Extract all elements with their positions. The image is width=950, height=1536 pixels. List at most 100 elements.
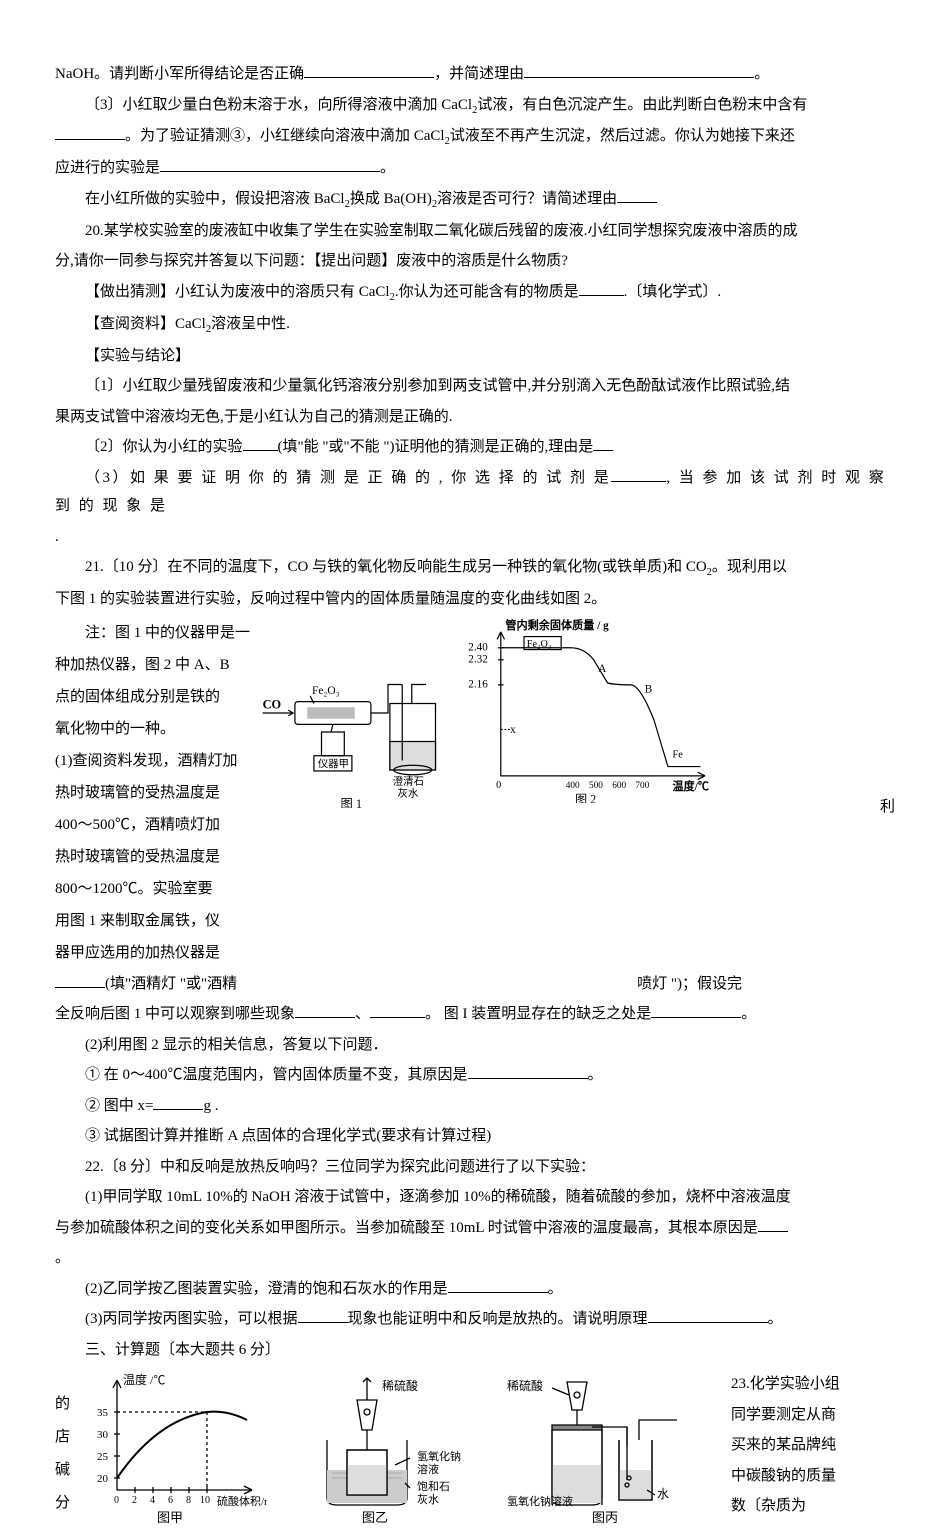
blank[interactable] <box>448 1276 548 1293</box>
t: 喷灯 ")；假设完 <box>637 976 742 992</box>
blank[interactable] <box>468 1063 588 1080</box>
xtick: 8 <box>186 1495 191 1506</box>
blank[interactable] <box>298 1307 348 1324</box>
t: (1)甲同学取 10mL 10%的 NaOH 溶液于试管中，逐滴参加 10%的稀… <box>85 1189 791 1205</box>
q21c: (填"酒精灯 "或"酒精 喷灯 ")；假设完 <box>55 970 895 999</box>
blank[interactable] <box>295 1002 355 1019</box>
t: 种加热仪器，图 2 中 A、B <box>55 657 230 673</box>
blank[interactable] <box>579 279 624 296</box>
svg-text:溶液: 溶液 <box>417 1462 439 1476</box>
t: 。 <box>754 66 769 82</box>
xtick: 2 <box>132 1495 137 1506</box>
t: 注：图 1 中的仪器甲是一 <box>85 625 250 641</box>
figure-1-apparatus: CO Fe₂O₃ 仪器甲 澄清石 灰水 图 1 <box>255 618 445 808</box>
t: 。现利用以 <box>712 559 787 575</box>
t: 。 <box>548 1281 563 1297</box>
q20h: 〔2〕你认为小红的实验(填"能 "或"不能 ")证明他的猜测是正确的,理由是 <box>55 433 895 462</box>
q20i: （3）如 果 要 证 明 你 的 猜 测 是 正 确 的 , 你 选 择 的 试… <box>55 464 895 521</box>
t: (2)利用图 2 显示的相关信息，答复以下问题． <box>85 1037 388 1053</box>
t: 中碳酸钠的质量 <box>731 1468 836 1484</box>
xtick: 600 <box>612 781 626 791</box>
label: 水 <box>657 1487 669 1501</box>
t: 买来的某品牌纯 <box>731 1437 836 1453</box>
t: 20.某学校实验室的废液缸中收集了学生在实验室制取二氧化碳后残留的废液.小红同学… <box>85 223 798 239</box>
q20d: 【查阅资料】CaCl2溶液呈中性. <box>55 310 895 340</box>
t: 的 <box>55 1388 77 1421</box>
t: 〔3〕小红取少量白色粉末溶于水，向所得溶液中滴加 CaCl <box>85 97 472 113</box>
t: （3）如 果 要 证 明 你 的 猜 测 是 正 确 的 , 你 选 择 的 试… <box>85 470 611 486</box>
t: 在小红所做的实验中，假设把溶液 BaCl <box>85 191 345 207</box>
line-naoh: NaOH。请判断小军所得结论是否正确，并简述理由。 <box>55 60 895 89</box>
t: 数〔杂质为 <box>731 1498 806 1514</box>
heater-label: 仪器甲 <box>318 758 349 770</box>
t: 溶液呈中性. <box>211 316 290 332</box>
label: 氢氧化钠溶液 <box>507 1494 573 1508</box>
co-label: CO <box>263 697 282 711</box>
t: 。 <box>741 1006 756 1022</box>
svg-text:0: 0 <box>496 780 501 791</box>
t: 〔1〕小红取少量残留废液和少量氯化钙溶液分别参加到两支试管中,并分别滴入无色酚酞… <box>85 378 790 394</box>
q20b: 分,请你一同参与探究并答复以下问题：【提出问题】废液中的溶质是什么物质? <box>55 247 895 276</box>
q20g: 果两支试管中溶液均无色,于是小红认为自己的猜测是正确的. <box>55 403 895 432</box>
blank[interactable] <box>304 62 434 79</box>
xtick: 10 <box>200 1495 210 1506</box>
blank[interactable] <box>55 971 105 988</box>
line-3c: 应进行的实验是。 <box>55 154 895 183</box>
label: B <box>644 683 651 695</box>
label: 稀硫酸 <box>382 1378 418 1393</box>
xtick: 0 <box>114 1495 119 1506</box>
t: 与参加硫酸体积之间的变化关系如甲图所示。当参加硫酸至 10mL 时试管中溶液的温… <box>55 1220 758 1236</box>
blank[interactable] <box>593 435 613 452</box>
blank[interactable] <box>611 465 666 482</box>
t: 23.化学实验小组 <box>731 1376 840 1392</box>
q22e: (2)乙同学按乙图装置实验，澄清的饱和石灰水的作用是 。 <box>55 1275 895 1304</box>
t: 利 <box>880 799 895 815</box>
t: 【做出猜测】小红认为废液中的溶质只有 CaCl <box>85 284 390 300</box>
q21h: ③ 试据图计算并推断 A 点固体的合理化学式(要求有计算过程) <box>55 1122 895 1151</box>
left-vertical-chars: 的 店 碱 分 <box>55 1370 77 1520</box>
t: 分 <box>55 1487 77 1520</box>
q20f: 〔1〕小红取少量残留废液和少量氯化钙溶液分别参加到两支试管中,并分别滴入无色酚酞… <box>55 372 895 401</box>
blank[interactable] <box>758 1215 788 1232</box>
q22b: (1)甲同学取 10mL 10%的 NaOH 溶液于试管中，逐滴参加 10%的稀… <box>55 1183 895 1212</box>
q20c: 【做出猜测】小红认为废液中的溶质只有 CaCl2.你认为还可能含有的物质是.〔填… <box>55 278 895 308</box>
t: 热时玻璃管的受热温度是 <box>55 785 220 801</box>
blank[interactable] <box>648 1307 768 1324</box>
x-title: 温度/℃ <box>672 778 708 792</box>
q23-text: 23.化学实验小组 同学要测定从商 买来的某品牌纯 中碳酸钠的质量 数〔杂质为 <box>727 1370 895 1523</box>
t: 800～1200℃。实验室要 <box>55 881 213 897</box>
blank[interactable] <box>153 1093 203 1110</box>
t: 。为了验证猜测③，小红继续向溶液中滴加 CaCl <box>125 128 445 144</box>
blank[interactable] <box>160 156 380 173</box>
ytick: 2.32 <box>468 653 487 665</box>
t: 分,请你一同参与探究并答复以下问题：【提出问题】废液中的溶质是什么物质? <box>55 253 568 269</box>
ytick: 2.16 <box>468 678 488 690</box>
blank[interactable] <box>243 435 278 452</box>
xtick: 500 <box>589 781 603 791</box>
figure-jia-chart: 温度 /℃ 20 25 30 35 0 2 4 6 8 10 硫酸体积/mL 图… <box>87 1370 267 1525</box>
fig-right-word: 利 <box>870 618 895 822</box>
t: 热时玻璃管的受热温度是 <box>55 849 220 865</box>
t: 22.〔8 分〕中和反响是放热反响吗？三位同学为探究此问题进行了以下实验： <box>85 1159 595 1175</box>
t: .你认为还可能含有的物质是 <box>395 284 579 300</box>
svg-text:氢氧化钠: 氢氧化钠 <box>417 1449 461 1463</box>
t: 换成 Ba(OH) <box>350 191 432 207</box>
t: (2)乙同学按乙图装置实验，澄清的饱和石灰水的作用是 <box>85 1281 448 1297</box>
fig1-caption: 图 1 <box>341 797 363 808</box>
t: 同学要测定从商 <box>731 1407 836 1423</box>
blank[interactable] <box>370 1002 425 1019</box>
t: 21.〔10 分〕在不同的温度下，CO 与铁的氧化物反响能生成另一种铁的氧化物(… <box>85 559 707 575</box>
ytick: 30 <box>97 1429 109 1441</box>
t: 现象也能证明中和反响是放热的。请说明原理 <box>348 1311 648 1327</box>
blank[interactable] <box>651 1002 741 1019</box>
figure-yi-apparatus: 稀硫酸 氢氧化钠 溶液 饱和石 灰水 图乙 <box>277 1370 487 1525</box>
t: (填"酒精灯 "或"酒精 <box>105 976 237 992</box>
q22a: 22.〔8 分〕中和反响是放热反响吗？三位同学为探究此问题进行了以下实验： <box>55 1153 895 1182</box>
blank[interactable] <box>55 124 125 141</box>
ytick: 20 <box>97 1473 109 1485</box>
line-3: 〔3〕小红取少量白色粉末溶于水，向所得溶液中滴加 CaCl2试液，有白色沉淀产生… <box>55 91 895 121</box>
blank[interactable] <box>617 186 657 203</box>
q22c: 与参加硫酸体积之间的变化关系如甲图所示。当参加硫酸至 10mL 时试管中溶液的温… <box>55 1214 895 1243</box>
blank[interactable] <box>524 62 754 79</box>
t: 。 <box>55 1250 70 1266</box>
